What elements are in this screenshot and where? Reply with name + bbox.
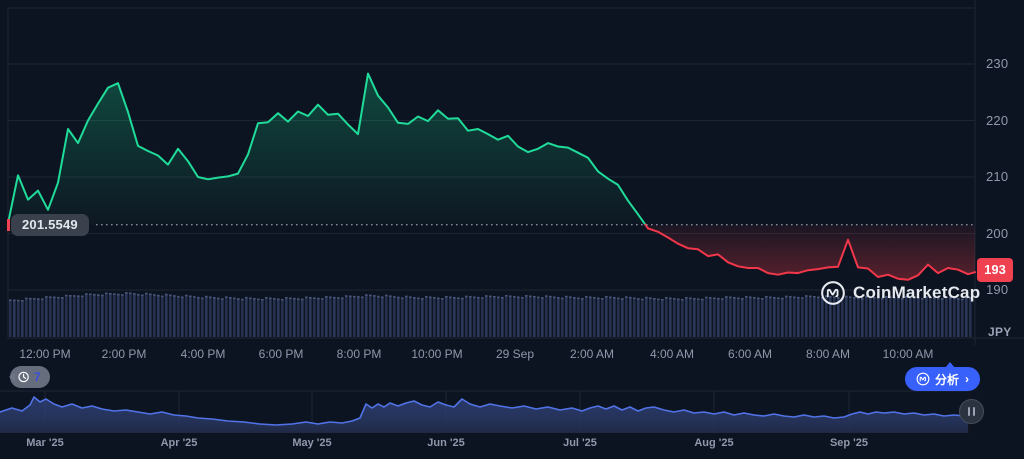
time-tick-label: 29 Sep bbox=[495, 347, 535, 361]
history-badge[interactable]: 7 bbox=[9, 366, 50, 388]
history-count: 7 bbox=[34, 370, 41, 384]
time-tick-label: 2:00 PM bbox=[101, 347, 147, 361]
chevron-right-icon: › bbox=[965, 372, 970, 386]
time-tick-label: 6:00 AM bbox=[727, 347, 773, 361]
coinmarketcap-watermark: CoinMarketCap bbox=[820, 280, 980, 306]
history-clock-icon bbox=[16, 370, 30, 384]
price-tick-label: 190 bbox=[986, 282, 1009, 297]
time-tick-label: 4:00 PM bbox=[180, 347, 226, 361]
month-tick-label: Sep '25 bbox=[829, 437, 869, 449]
brush-resize-handle[interactable] bbox=[959, 399, 984, 424]
time-tick-label: 2:00 AM bbox=[569, 347, 615, 361]
price-tick-label: 210 bbox=[986, 169, 1009, 184]
analyze-button[interactable]: 分析 › bbox=[905, 362, 981, 391]
time-tick-label: 4:00 AM bbox=[649, 347, 695, 361]
baseline-tick-mark bbox=[7, 219, 10, 231]
month-tick-label: May '25 bbox=[292, 437, 332, 449]
analyze-logo-icon bbox=[916, 372, 930, 386]
month-tick-label: Mar '25 bbox=[26, 437, 64, 449]
price-tick-label: 200 bbox=[986, 225, 1009, 241]
coinmarketcap-logo-icon bbox=[820, 280, 846, 306]
time-tick-label: 10:00 PM bbox=[411, 347, 463, 361]
time-tick-label: 8:00 PM bbox=[336, 347, 382, 361]
price-tick-label: 220 bbox=[986, 112, 1009, 128]
currency-unit-label: JPY bbox=[988, 325, 1012, 339]
time-tick-label: 8:00 AM bbox=[805, 347, 851, 361]
price-tick-label: 230 bbox=[986, 56, 1009, 71]
baseline-price-label: 201.5549 bbox=[11, 214, 89, 236]
month-tick-label: Aug '25 bbox=[694, 437, 734, 449]
watermark-text: CoinMarketCap bbox=[853, 283, 981, 302]
timeline-brush-chart[interactable] bbox=[0, 390, 1024, 436]
main-price-chart[interactable] bbox=[0, 0, 1024, 392]
analyze-label: 分析 bbox=[935, 372, 960, 387]
last-price-badge: 193 bbox=[977, 258, 1013, 282]
month-tick-label: Apr '25 bbox=[160, 437, 198, 449]
month-tick-label: Jun '25 bbox=[427, 437, 465, 449]
time-tick-label: 12:00 PM bbox=[19, 347, 71, 361]
time-tick-label: 10:00 AM bbox=[882, 347, 934, 361]
time-tick-label: 6:00 PM bbox=[258, 347, 304, 361]
month-tick-label: Jul '25 bbox=[563, 437, 597, 449]
